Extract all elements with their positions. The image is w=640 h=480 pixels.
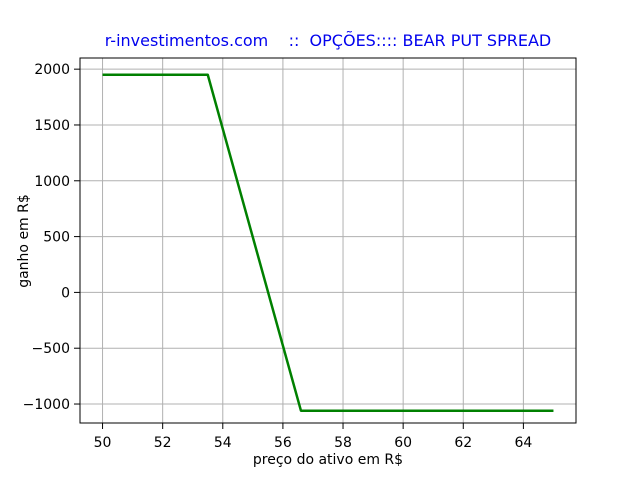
axes-border [79, 57, 577, 424]
y-tick-label: 1000 [34, 174, 70, 190]
payoff-line [102, 73, 554, 412]
chart-title: r-investimentos.com :: OPÇÕES:::: BEAR P… [104, 31, 552, 50]
x-tick-label: 58 [334, 435, 352, 451]
x-tick-label: 62 [454, 435, 472, 451]
x-axis-label: preço do ativo em R$ [252, 452, 404, 468]
x-tick-label: 60 [394, 435, 412, 451]
y-tick-label: −500 [32, 341, 70, 357]
y-tick-label: 500 [43, 230, 70, 246]
x-tick-label: 64 [514, 435, 532, 451]
y-tick-label: 2000 [34, 62, 70, 78]
y-axis-label: ganho em R$ [16, 194, 32, 288]
x-tick-label: 54 [214, 435, 232, 451]
x-tick-label: 52 [154, 435, 172, 451]
x-tick-label: 50 [94, 435, 112, 451]
y-tick-label: 0 [61, 285, 70, 301]
x-tick-label: 56 [274, 435, 292, 451]
y-tick-label: −1000 [23, 397, 70, 413]
y-tick-label: 1500 [34, 118, 70, 134]
